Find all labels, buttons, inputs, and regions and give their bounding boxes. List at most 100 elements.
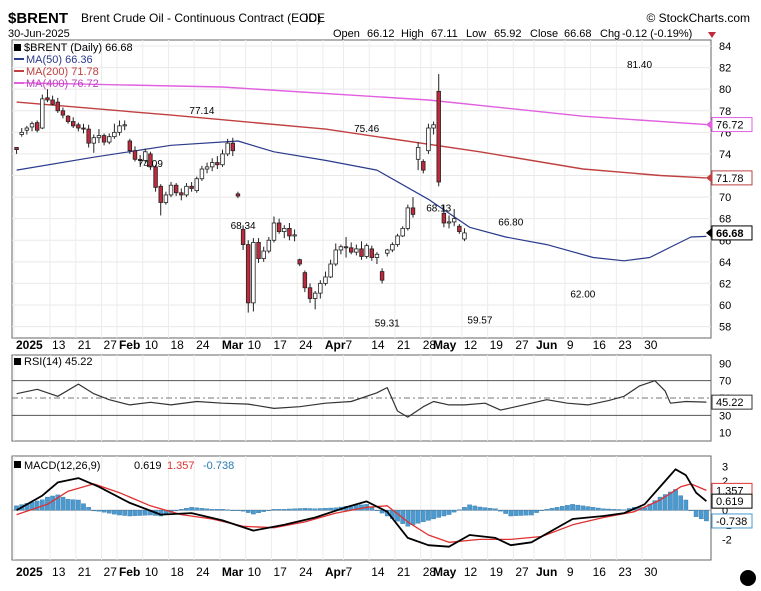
chg-down-arrow-icon bbox=[708, 32, 716, 38]
macd-histogram-bar bbox=[575, 504, 581, 511]
x-axis-label-bottom: 12 bbox=[464, 565, 478, 579]
candle-up bbox=[194, 178, 199, 192]
macd-histogram-bar bbox=[132, 510, 138, 516]
x-axis-label: 16 bbox=[593, 338, 607, 352]
macd-histogram-bar bbox=[482, 507, 488, 511]
x-axis-label: May bbox=[433, 338, 457, 352]
candle-down bbox=[349, 247, 354, 253]
macd-histogram-bar bbox=[683, 499, 689, 511]
candle-down bbox=[359, 248, 364, 257]
macd-histogram-bar bbox=[590, 507, 596, 511]
price-annotation: 74.09 bbox=[138, 159, 163, 170]
candle-up bbox=[462, 232, 467, 240]
price-tick-label: 68 bbox=[719, 214, 731, 226]
macd-histogram-bar bbox=[96, 510, 102, 512]
x-axis-label-bottom: 21 bbox=[397, 565, 411, 579]
candle-down bbox=[240, 229, 246, 245]
x-axis-label: 13 bbox=[52, 338, 66, 352]
macd-tick-label: 3 bbox=[722, 461, 728, 473]
chart-options-dot[interactable] bbox=[740, 570, 756, 586]
candle-up bbox=[390, 244, 395, 251]
price-tick-label: 80 bbox=[719, 84, 731, 96]
x-axis-label-bottom: 27 bbox=[515, 565, 529, 579]
candle-down bbox=[14, 147, 19, 151]
candle-up bbox=[29, 123, 35, 128]
candle-down bbox=[441, 212, 447, 224]
macd-histogram-bar bbox=[287, 508, 292, 511]
legend-macd-prefix: MACD(12,26,9) bbox=[24, 460, 100, 472]
macd-histogram-bar bbox=[127, 510, 133, 517]
candle-down bbox=[132, 150, 138, 160]
macd-histogram-bar bbox=[693, 510, 699, 517]
chart-exchange: ICE bbox=[305, 11, 325, 25]
candle-down bbox=[436, 90, 441, 183]
x-axis-label: 2025 bbox=[16, 338, 43, 352]
macd-value-tag-box bbox=[711, 493, 753, 509]
x-axis-label: 10 bbox=[145, 338, 159, 352]
macd-histogram-bar bbox=[601, 508, 606, 511]
x-axis-label-bottom: 10 bbox=[145, 565, 159, 579]
candle-up bbox=[112, 131, 117, 138]
macd-histogram-bar bbox=[688, 510, 694, 511]
candle-up bbox=[354, 248, 359, 253]
candle-down bbox=[179, 192, 184, 196]
macd-histogram-bar bbox=[142, 510, 148, 516]
candle-up bbox=[323, 276, 328, 284]
candle-up bbox=[400, 227, 405, 237]
macd-legend: MACD(12,26,9) 0.619 1.357 -0.738 bbox=[14, 460, 234, 472]
chart-date: 30-Jun-2025 bbox=[8, 28, 70, 40]
ma50-line bbox=[16, 140, 707, 262]
rsi-tag-box bbox=[711, 394, 753, 410]
x-axis-label: 27 bbox=[515, 338, 529, 352]
macd-histogram-bar bbox=[508, 510, 514, 517]
macd-histogram-bar bbox=[240, 510, 246, 512]
macd-histogram-bar bbox=[271, 509, 277, 511]
candle-up bbox=[318, 283, 323, 294]
macd-tick-label: 0 bbox=[722, 505, 728, 517]
macd-histogram-bar bbox=[580, 505, 586, 511]
macd-histogram-bar bbox=[328, 507, 333, 511]
candle-up bbox=[395, 235, 400, 245]
candle-up bbox=[426, 127, 431, 152]
chart-symbol: $BRENT bbox=[8, 10, 68, 27]
macd-histogram-bar bbox=[498, 510, 503, 512]
x-axis-label: 9 bbox=[567, 338, 574, 352]
macd-histogram-bar bbox=[462, 507, 467, 511]
rsi-value-tag: 45.22 bbox=[716, 397, 744, 409]
macd-histogram-bar bbox=[379, 510, 385, 514]
x-axis-label: 30 bbox=[644, 338, 658, 352]
macd-histogram-bar bbox=[698, 510, 704, 520]
macd-histogram-bar bbox=[704, 510, 709, 522]
macd-histogram-bar bbox=[518, 510, 524, 516]
x-axis-label-bottom: 17 bbox=[273, 565, 287, 579]
macd-histogram-bar bbox=[431, 510, 436, 520]
candle-down bbox=[256, 242, 261, 260]
legend-signal-value: 1.357 bbox=[167, 460, 195, 472]
x-axis-label-bottom: 10 bbox=[248, 565, 262, 579]
x-axis-label: 27 bbox=[104, 338, 118, 352]
legend-price: $BRENT (Daily) 66.68 bbox=[24, 42, 133, 54]
candle-up bbox=[210, 162, 215, 168]
x-axis-label-bottom: 23 bbox=[618, 565, 632, 579]
macd-histogram-bar bbox=[668, 491, 673, 511]
rsi-tick-label: 30 bbox=[719, 410, 731, 422]
high-value: 67.11 bbox=[431, 28, 458, 40]
macd-histogram-bar bbox=[297, 508, 303, 511]
candle-up bbox=[328, 263, 333, 278]
x-axis-label: 28 bbox=[423, 338, 437, 352]
macd-histogram-bar bbox=[60, 496, 66, 511]
macd-histogram-bar bbox=[225, 509, 230, 511]
x-axis-label-bottom: Mar bbox=[222, 565, 244, 579]
x-axis-label-bottom: 24 bbox=[196, 565, 210, 579]
candle-up bbox=[40, 98, 45, 129]
macd-histogram-bar bbox=[513, 510, 519, 516]
price-tick-label: 74 bbox=[719, 149, 731, 161]
macd-histogram-bar bbox=[235, 510, 241, 511]
candle-up bbox=[184, 185, 189, 196]
macd-histogram-bar bbox=[50, 495, 55, 511]
candle-down bbox=[410, 207, 416, 215]
x-axis-label-bottom: May bbox=[433, 565, 457, 579]
macd-histogram-bar bbox=[570, 504, 575, 511]
macd-hist-tag: -0.738 bbox=[716, 516, 747, 528]
high-label: High bbox=[401, 28, 424, 40]
